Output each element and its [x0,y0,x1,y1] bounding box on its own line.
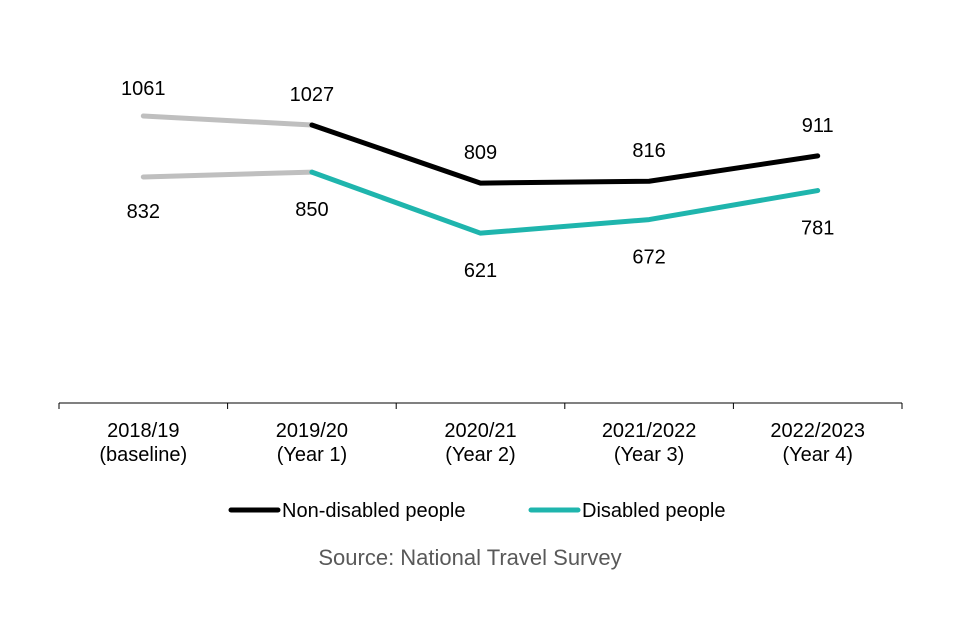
x-tick-label: (baseline) [99,444,187,466]
baseline-segment-disabled-people [140,169,315,180]
series-line-disabled-people [309,169,821,236]
x-tick-label: (Year 2) [445,444,515,466]
x-tick-label: 2021/2022 [602,420,697,442]
data-label-disabled-people: 672 [632,247,665,269]
data-labels: 1061 1027 809 816 911 832 850 621 672 781 [121,78,834,282]
x-tick-label: 2020/21 [444,420,516,442]
x-tick-labels: 2018/19(baseline)2019/20(Year 1)2020/21(… [99,420,865,466]
x-tick-label: (Year 3) [614,444,684,466]
data-label-non-disabled-people: 809 [464,142,497,164]
x-tick-label: 2019/20 [276,420,348,442]
data-label-non-disabled-people: 1061 [121,78,166,100]
data-label-disabled-people: 850 [295,199,328,221]
data-label-non-disabled-people: 1027 [290,84,335,106]
legend-label-disabled: Disabled people [582,500,725,522]
data-label-disabled-people: 781 [801,218,834,240]
x-tick-label: (Year 4) [782,444,852,466]
data-label-non-disabled-people: 911 [802,115,834,137]
data-label-disabled-people: 621 [464,260,497,282]
x-tick-label: 2022/2023 [770,420,865,442]
x-tick-label: (Year 1) [277,444,347,466]
x-tick-label: 2018/19 [107,420,179,442]
series-line-non-disabled-people [309,122,821,186]
data-label-disabled-people: 832 [127,201,160,223]
data-label-non-disabled-people: 816 [632,140,665,162]
legend-label-non-disabled: Non-disabled people [282,500,465,522]
source-note: Source: National Travel Survey [318,545,621,570]
legend: Non-disabled people Disabled people [228,500,725,522]
x-axis [58,402,903,409]
baseline-segment-non-disabled-people [140,113,315,128]
series-lines [140,113,821,236]
